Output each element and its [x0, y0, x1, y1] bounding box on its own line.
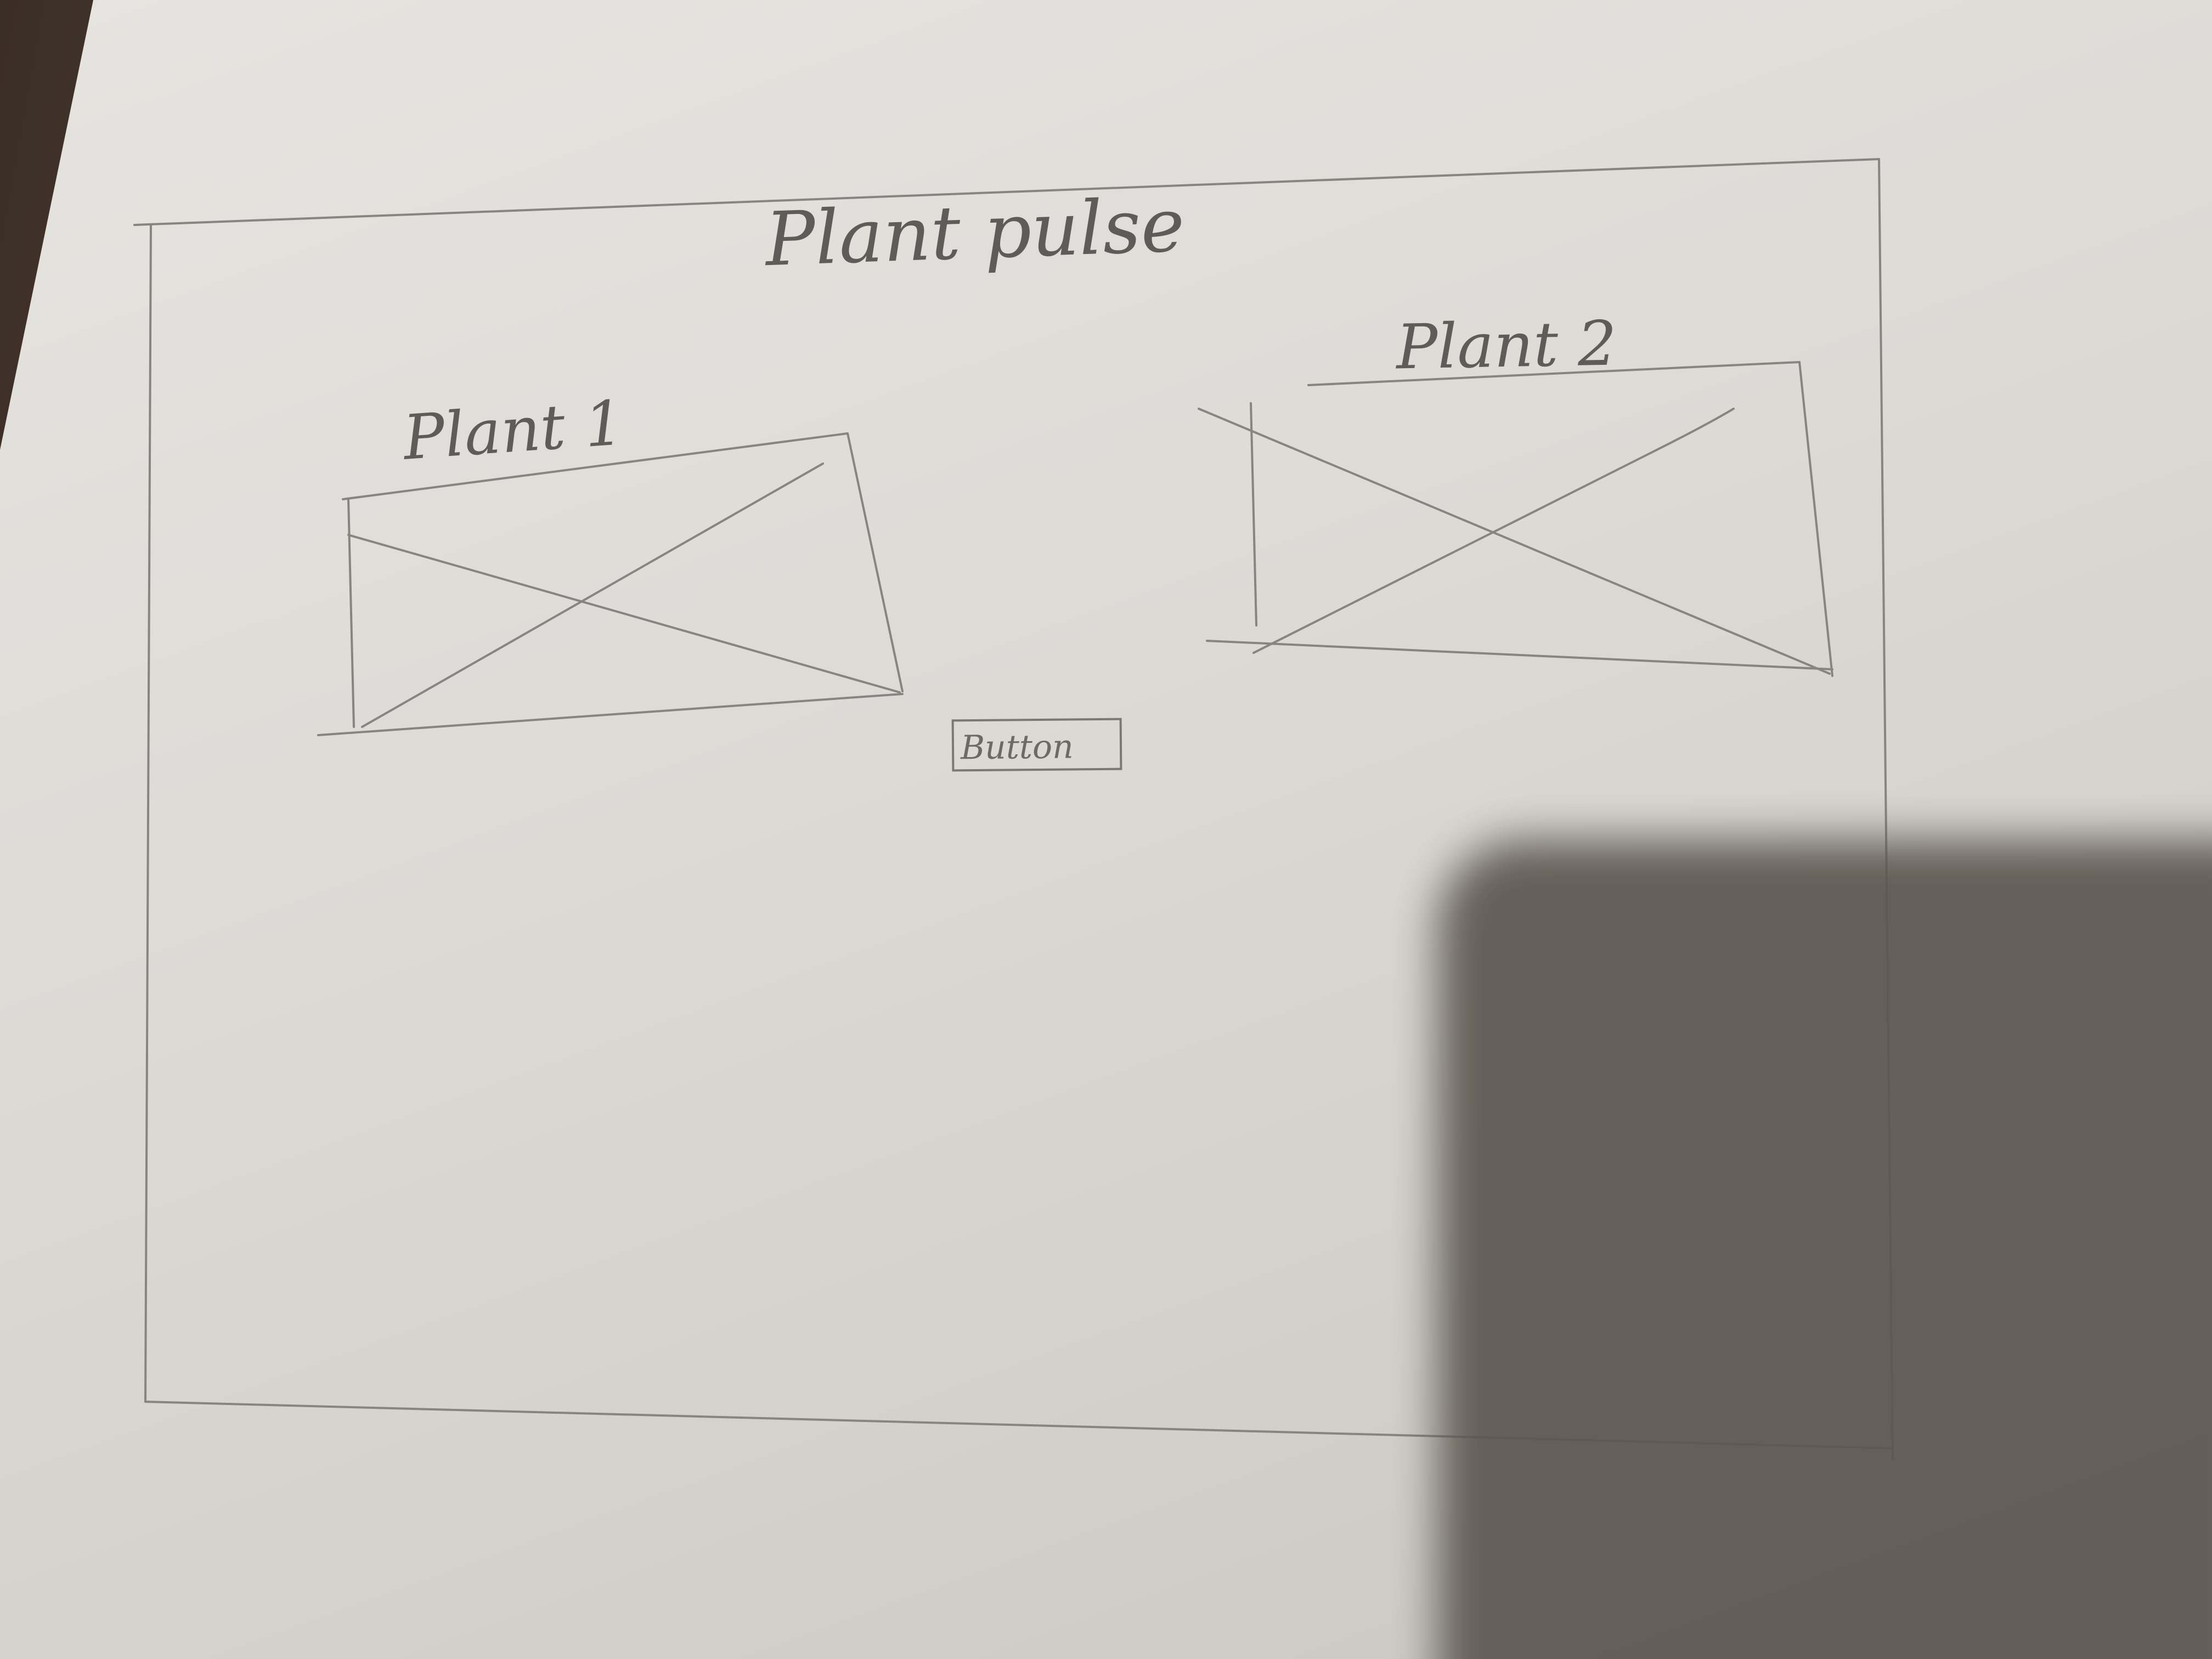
plant-2-image-placeholder — [1198, 361, 1833, 677]
plant-1-image-placeholder — [317, 432, 904, 736]
hand-shadow — [1437, 839, 2212, 1659]
app-title: Plant pulse — [764, 182, 1186, 283]
action-button[interactable]: Button — [951, 718, 1122, 772]
plant-2-label: Plant 2 — [1395, 308, 1618, 383]
